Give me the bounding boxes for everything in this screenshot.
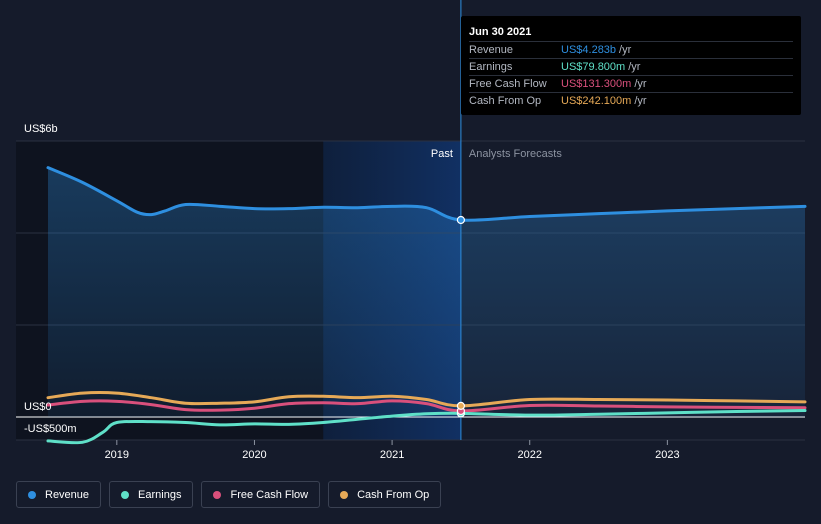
legend-label: Cash From Op (357, 488, 430, 501)
tooltip: Jun 30 2021 Revenue US$4.283b /yr Earnin… (461, 16, 801, 115)
legend-label: Revenue (45, 488, 90, 501)
y-tick-label: US$6b (24, 123, 58, 135)
legend: Revenue Earnings Free Cash Flow Cash Fro… (16, 481, 442, 508)
past-label: Past (431, 148, 453, 160)
free-cash-flow-line (46, 399, 807, 413)
tooltip-unit: /yr (619, 44, 632, 56)
tooltip-label: Earnings (469, 61, 513, 73)
tooltip-value: US$242.100m (561, 95, 632, 107)
tooltip-unit: /yr (634, 78, 647, 90)
tooltip-label: Revenue (469, 44, 514, 56)
tooltip-unit: /yr (634, 95, 647, 107)
revenue-line (46, 166, 807, 222)
cash-from-op-line (46, 391, 807, 408)
tooltip-value: US$131.300m (561, 78, 632, 90)
tooltip-value: US$79.800m (561, 61, 626, 73)
y-tick-label: US$0 (24, 401, 52, 413)
tooltip-markers (456, 215, 466, 418)
y-axis-labels: US$6b US$0 -US$500m (24, 123, 77, 435)
tooltip-value: US$4.283b (561, 44, 617, 56)
x-tick-label: 2021 (380, 449, 404, 461)
revenue-marker (456, 215, 466, 225)
earnings-dot-icon (121, 490, 130, 499)
free-cash-flow-dot-icon (213, 490, 222, 499)
revenue-area (48, 167, 805, 417)
tooltip-unit: /yr (628, 61, 641, 73)
legend-item-revenue[interactable]: Revenue (16, 481, 102, 508)
cash-from-op-dot-icon (340, 490, 349, 499)
tooltip-label: Free Cash Flow (469, 78, 547, 90)
legend-label: Free Cash Flow (230, 488, 309, 501)
legend-label: Earnings (138, 488, 182, 501)
legend-item-cash-from-op[interactable]: Cash From Op (328, 481, 442, 508)
tooltip-row-revenue: Revenue US$4.283b /yr (469, 41, 793, 58)
x-tick-label: 2020 (242, 449, 266, 461)
cash-from-op-marker (456, 401, 466, 410)
x-tick-label: 2019 (105, 449, 129, 461)
x-axis-labels: 2019 2020 2021 2022 2023 (105, 440, 680, 461)
tooltip-row-free-cash-flow: Free Cash Flow US$131.300m /yr (469, 75, 793, 92)
y-tick-label: -US$500m (24, 423, 77, 435)
legend-item-earnings[interactable]: Earnings (109, 481, 194, 508)
tooltip-date: Jun 30 2021 (469, 26, 532, 38)
x-tick-label: 2022 (517, 449, 541, 461)
legend-item-free-cash-flow[interactable]: Free Cash Flow (201, 481, 321, 508)
series-lines (46, 166, 807, 445)
x-tick-label: 2023 (655, 449, 679, 461)
tooltip-row-earnings: Earnings US$79.800m /yr (469, 58, 793, 75)
tooltip-row-cash-from-op: Cash From Op US$242.100m /yr (469, 92, 793, 109)
forecast-label: Analysts Forecasts (469, 148, 562, 160)
earnings-line (46, 409, 807, 445)
revenue-dot-icon (28, 490, 36, 499)
tooltip-label: Cash From Op (469, 95, 542, 107)
